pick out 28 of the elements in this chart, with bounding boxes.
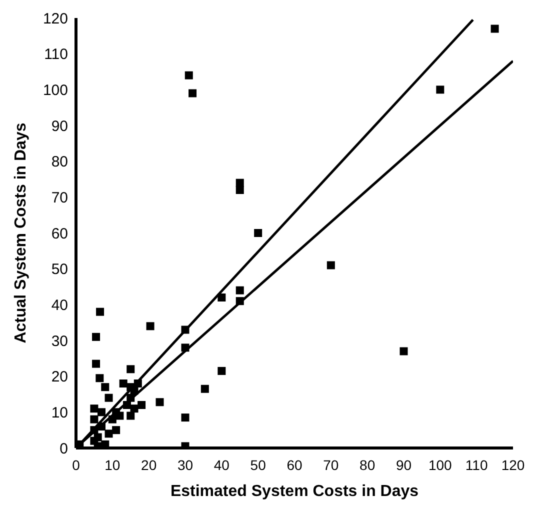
x-tick-label: 90 xyxy=(396,457,412,473)
x-tick-label: 100 xyxy=(428,457,452,473)
y-tick-label: 0 xyxy=(60,440,68,458)
y-tick-label: 10 xyxy=(51,404,68,422)
x-tick-label: 30 xyxy=(177,457,194,473)
x-tick-label: 80 xyxy=(360,457,376,473)
y-tick-label: 70 xyxy=(51,189,68,206)
y-tick-label: 100 xyxy=(42,82,68,99)
x-tick-label: 40 xyxy=(214,457,230,473)
y-tick-label: 50 xyxy=(51,261,68,278)
x-tick-label: 60 xyxy=(286,457,302,473)
x-tick-label: 120 xyxy=(501,457,525,473)
x-tick-label: 20 xyxy=(141,457,157,473)
y-tick-label: 40 xyxy=(51,296,68,314)
x-axis-title: Estimated System Costs in Days xyxy=(170,483,419,500)
y-tick-label: 90 xyxy=(51,118,68,135)
x-tick-label: 70 xyxy=(323,457,339,473)
x-tick-label: 50 xyxy=(250,457,266,473)
y-tick-label: 30 xyxy=(51,332,68,350)
y-tick-label: 20 xyxy=(51,368,68,386)
y-tick-label: 110 xyxy=(44,46,68,64)
y-tick-label: 80 xyxy=(51,154,68,171)
y-tick-label: 120 xyxy=(42,10,68,28)
y-axis-title: Actual System Costs in Days xyxy=(12,122,30,344)
x-tick-label: 110 xyxy=(465,457,488,473)
x-tick-label: 0 xyxy=(72,457,80,473)
x-tick-label: 10 xyxy=(104,457,120,473)
y-tick-label: 60 xyxy=(51,225,68,242)
